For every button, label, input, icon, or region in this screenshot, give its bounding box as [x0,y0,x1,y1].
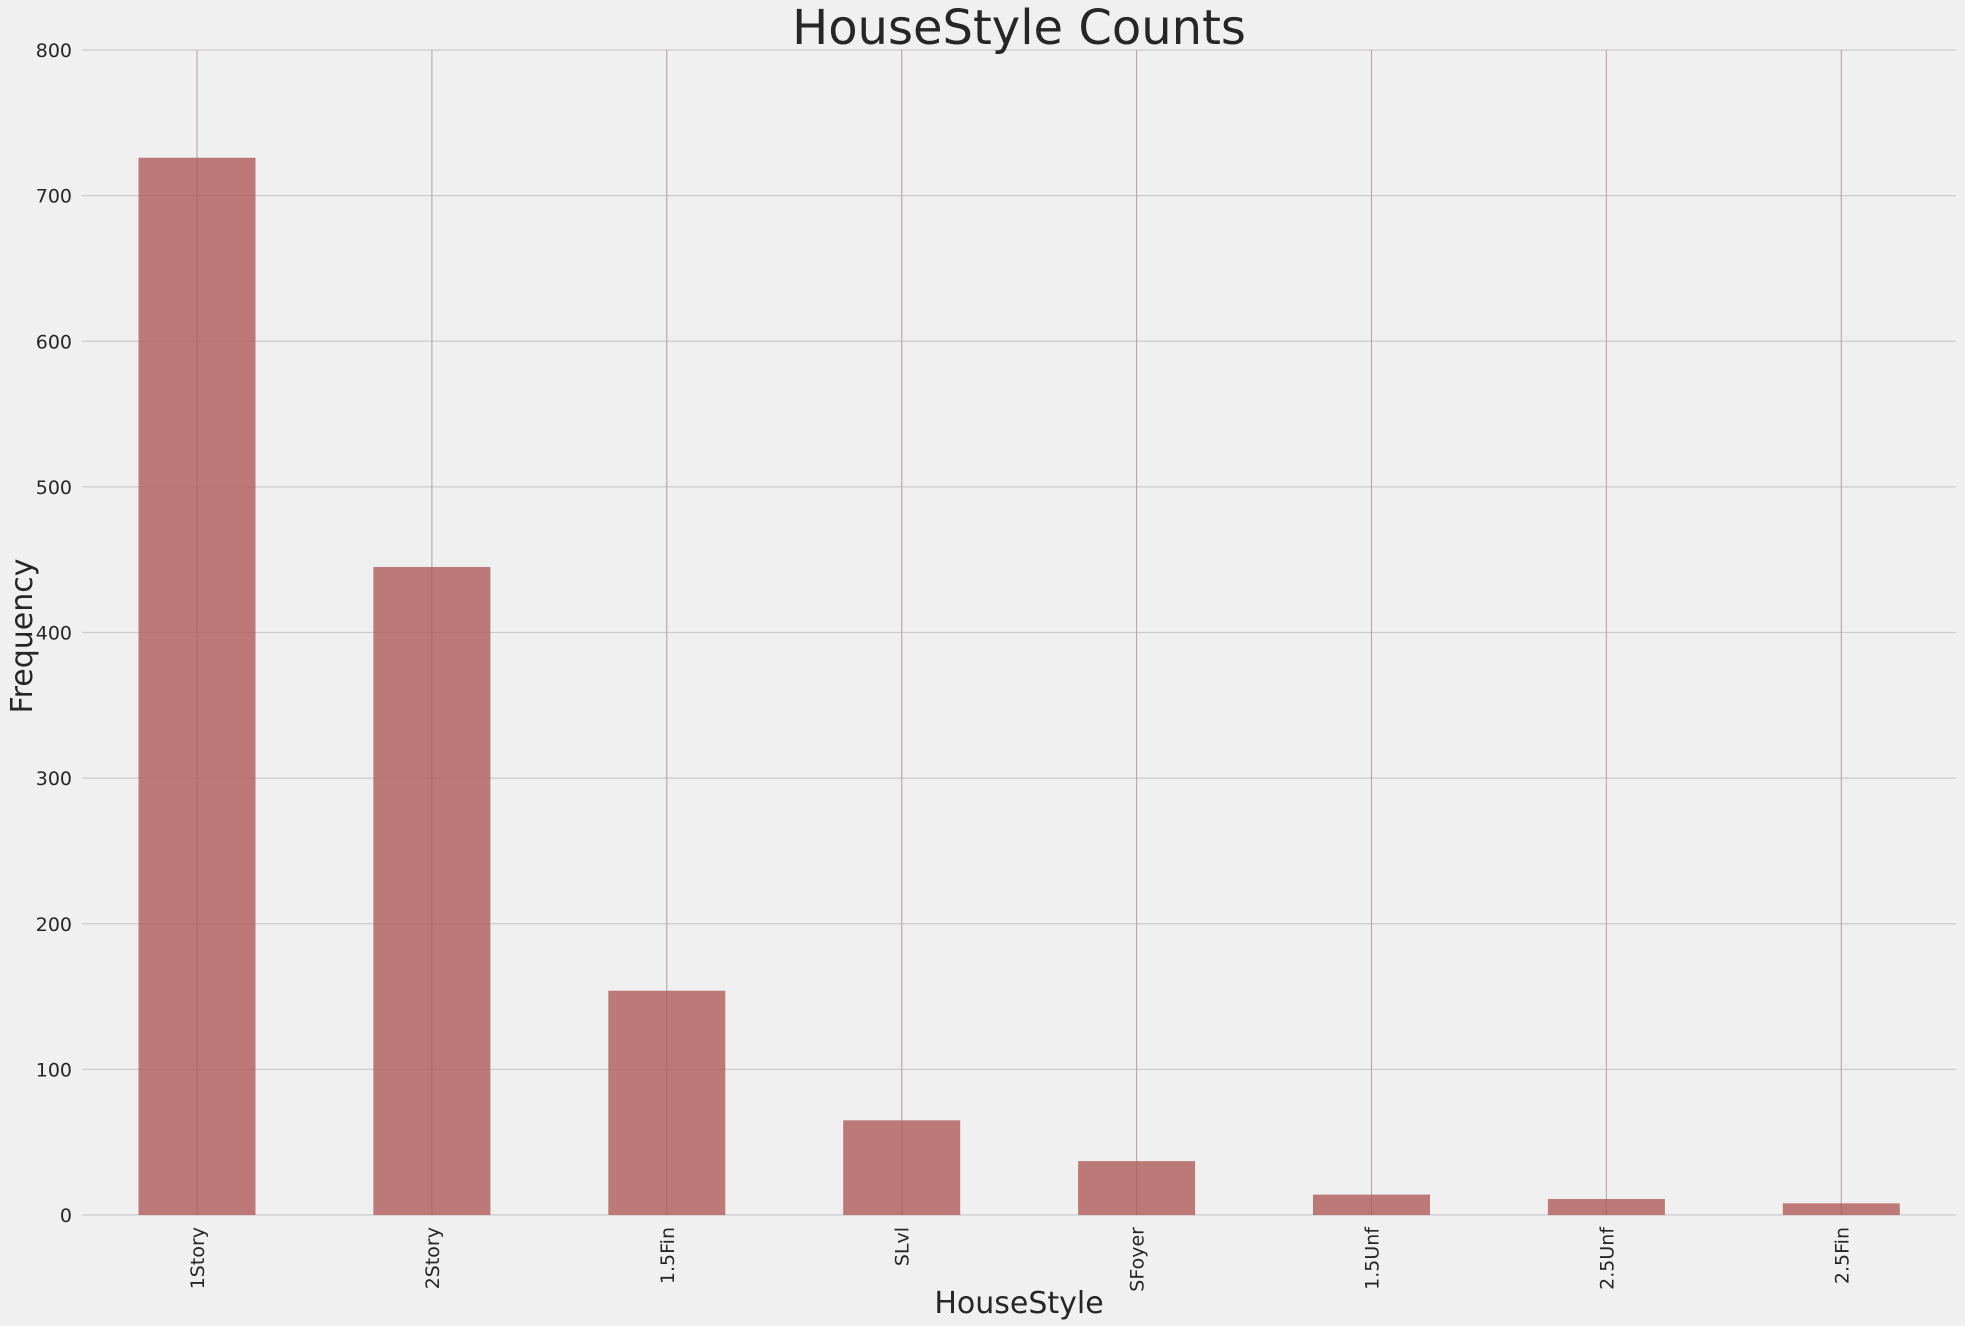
bar-2-5fin [1782,1203,1900,1215]
bar-1story [138,157,256,1216]
y-tick-label: 700 [36,186,72,208]
x-tick-label: 2.5Fin [1831,1227,1853,1284]
bar-2-5unf [1547,1198,1665,1215]
y-axis-ticks: 0 100 200 300 400 500 600 700 800 [36,40,72,1227]
y-tick-label: 300 [36,768,72,790]
x-tick-label: 1.5Fin [657,1227,679,1284]
x-tick-label: SFoyer [1127,1227,1149,1292]
x-tick-label: 2Story [422,1227,444,1289]
bar-1-5unf [1313,1194,1430,1215]
bars [138,157,1900,1216]
y-tick-label: 200 [36,914,72,936]
chart-title: HouseStyle Counts [792,0,1246,56]
bar-sfoyer [1078,1161,1196,1215]
y-tick-label: 800 [36,40,72,62]
x-tick-label: 1.5Unf [1362,1226,1384,1290]
grid [82,49,1956,1216]
x-axis-ticks: 1Story 2Story 1.5Fin SLvl SFoyer 1.5Unf 2.5Unf… [187,1226,1853,1292]
x-tick-label: 2.5Unf [1596,1226,1618,1290]
y-tick-label: 0 [60,1205,72,1227]
y-axis-label: Frequency [5,559,40,714]
x-tick-label: 1Story [187,1227,209,1289]
bar-1-5fin [608,990,726,1215]
bar-2story [373,566,491,1215]
y-tick-label: 400 [36,623,72,645]
y-tick-label: 100 [36,1059,72,1081]
grid-overlay [196,50,1842,1215]
x-axis-label: HouseStyle [934,1286,1103,1321]
y-tick-label: 600 [36,331,72,353]
x-tick-label: SLvl [892,1227,914,1266]
bar-slvl [843,1120,961,1215]
y-tick-label: 500 [36,477,72,499]
